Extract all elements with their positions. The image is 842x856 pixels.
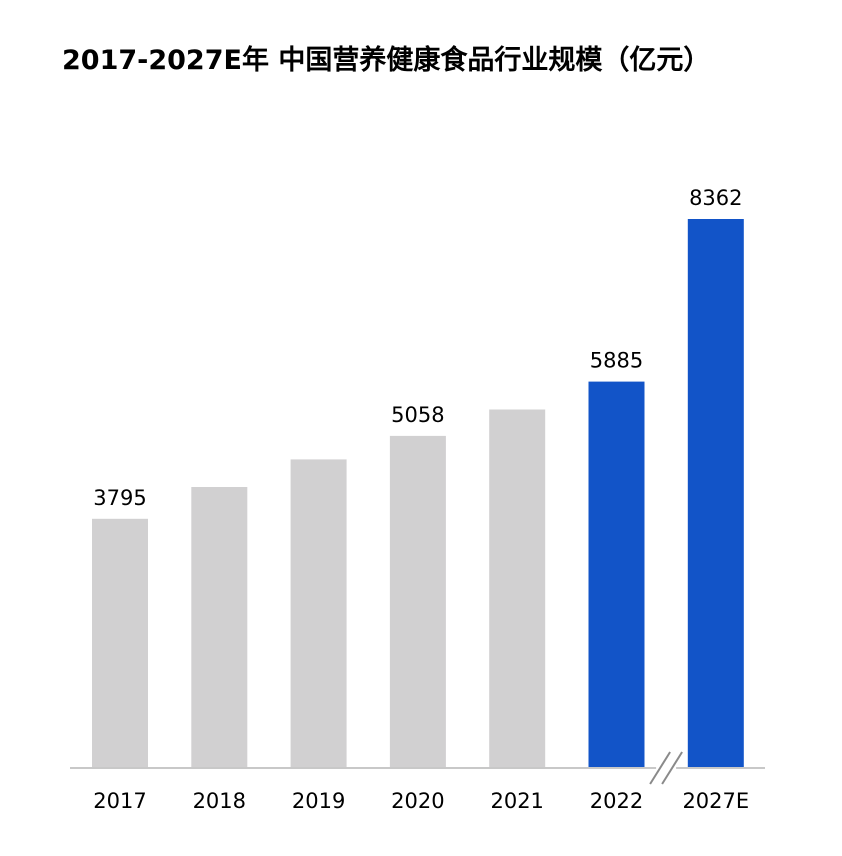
axis-break-line-2 — [661, 751, 683, 785]
bar-2021 — [489, 409, 546, 768]
x-tick-label-2019: 2019 — [292, 789, 345, 813]
bar-2018 — [191, 487, 248, 768]
value-label-2020: 5058 — [391, 403, 444, 427]
x-tick-labels-group: 2017 2018 2019 2020 2021 2022 2027E — [93, 789, 749, 813]
x-tick-label-2027e: 2027E — [682, 789, 749, 813]
x-tick-label-2020: 2020 — [391, 789, 444, 813]
bars-group — [92, 219, 744, 768]
value-labels-group: 3795 5058 5885 8362 — [93, 186, 742, 510]
value-label-2027e: 8362 — [689, 186, 742, 210]
x-tick-label-2022: 2022 — [590, 789, 643, 813]
value-label-2017: 3795 — [93, 486, 146, 510]
bar-2020 — [389, 435, 446, 768]
bar-2019 — [290, 459, 347, 768]
bar-2027e — [687, 219, 744, 768]
x-tick-label-2017: 2017 — [93, 789, 146, 813]
chart-title: 2017-2027E年 中国营养健康食品行业规模（亿元） — [62, 45, 711, 76]
axis-break-gap — [656, 764, 677, 772]
x-tick-label-2018: 2018 — [193, 789, 246, 813]
axis-break-line-1 — [649, 751, 671, 785]
bar-2017 — [92, 518, 148, 768]
bar-2022 — [588, 381, 645, 768]
axis-break-mark — [649, 751, 683, 785]
x-tick-label-2021: 2021 — [490, 789, 543, 813]
value-label-2022: 5885 — [590, 349, 643, 373]
